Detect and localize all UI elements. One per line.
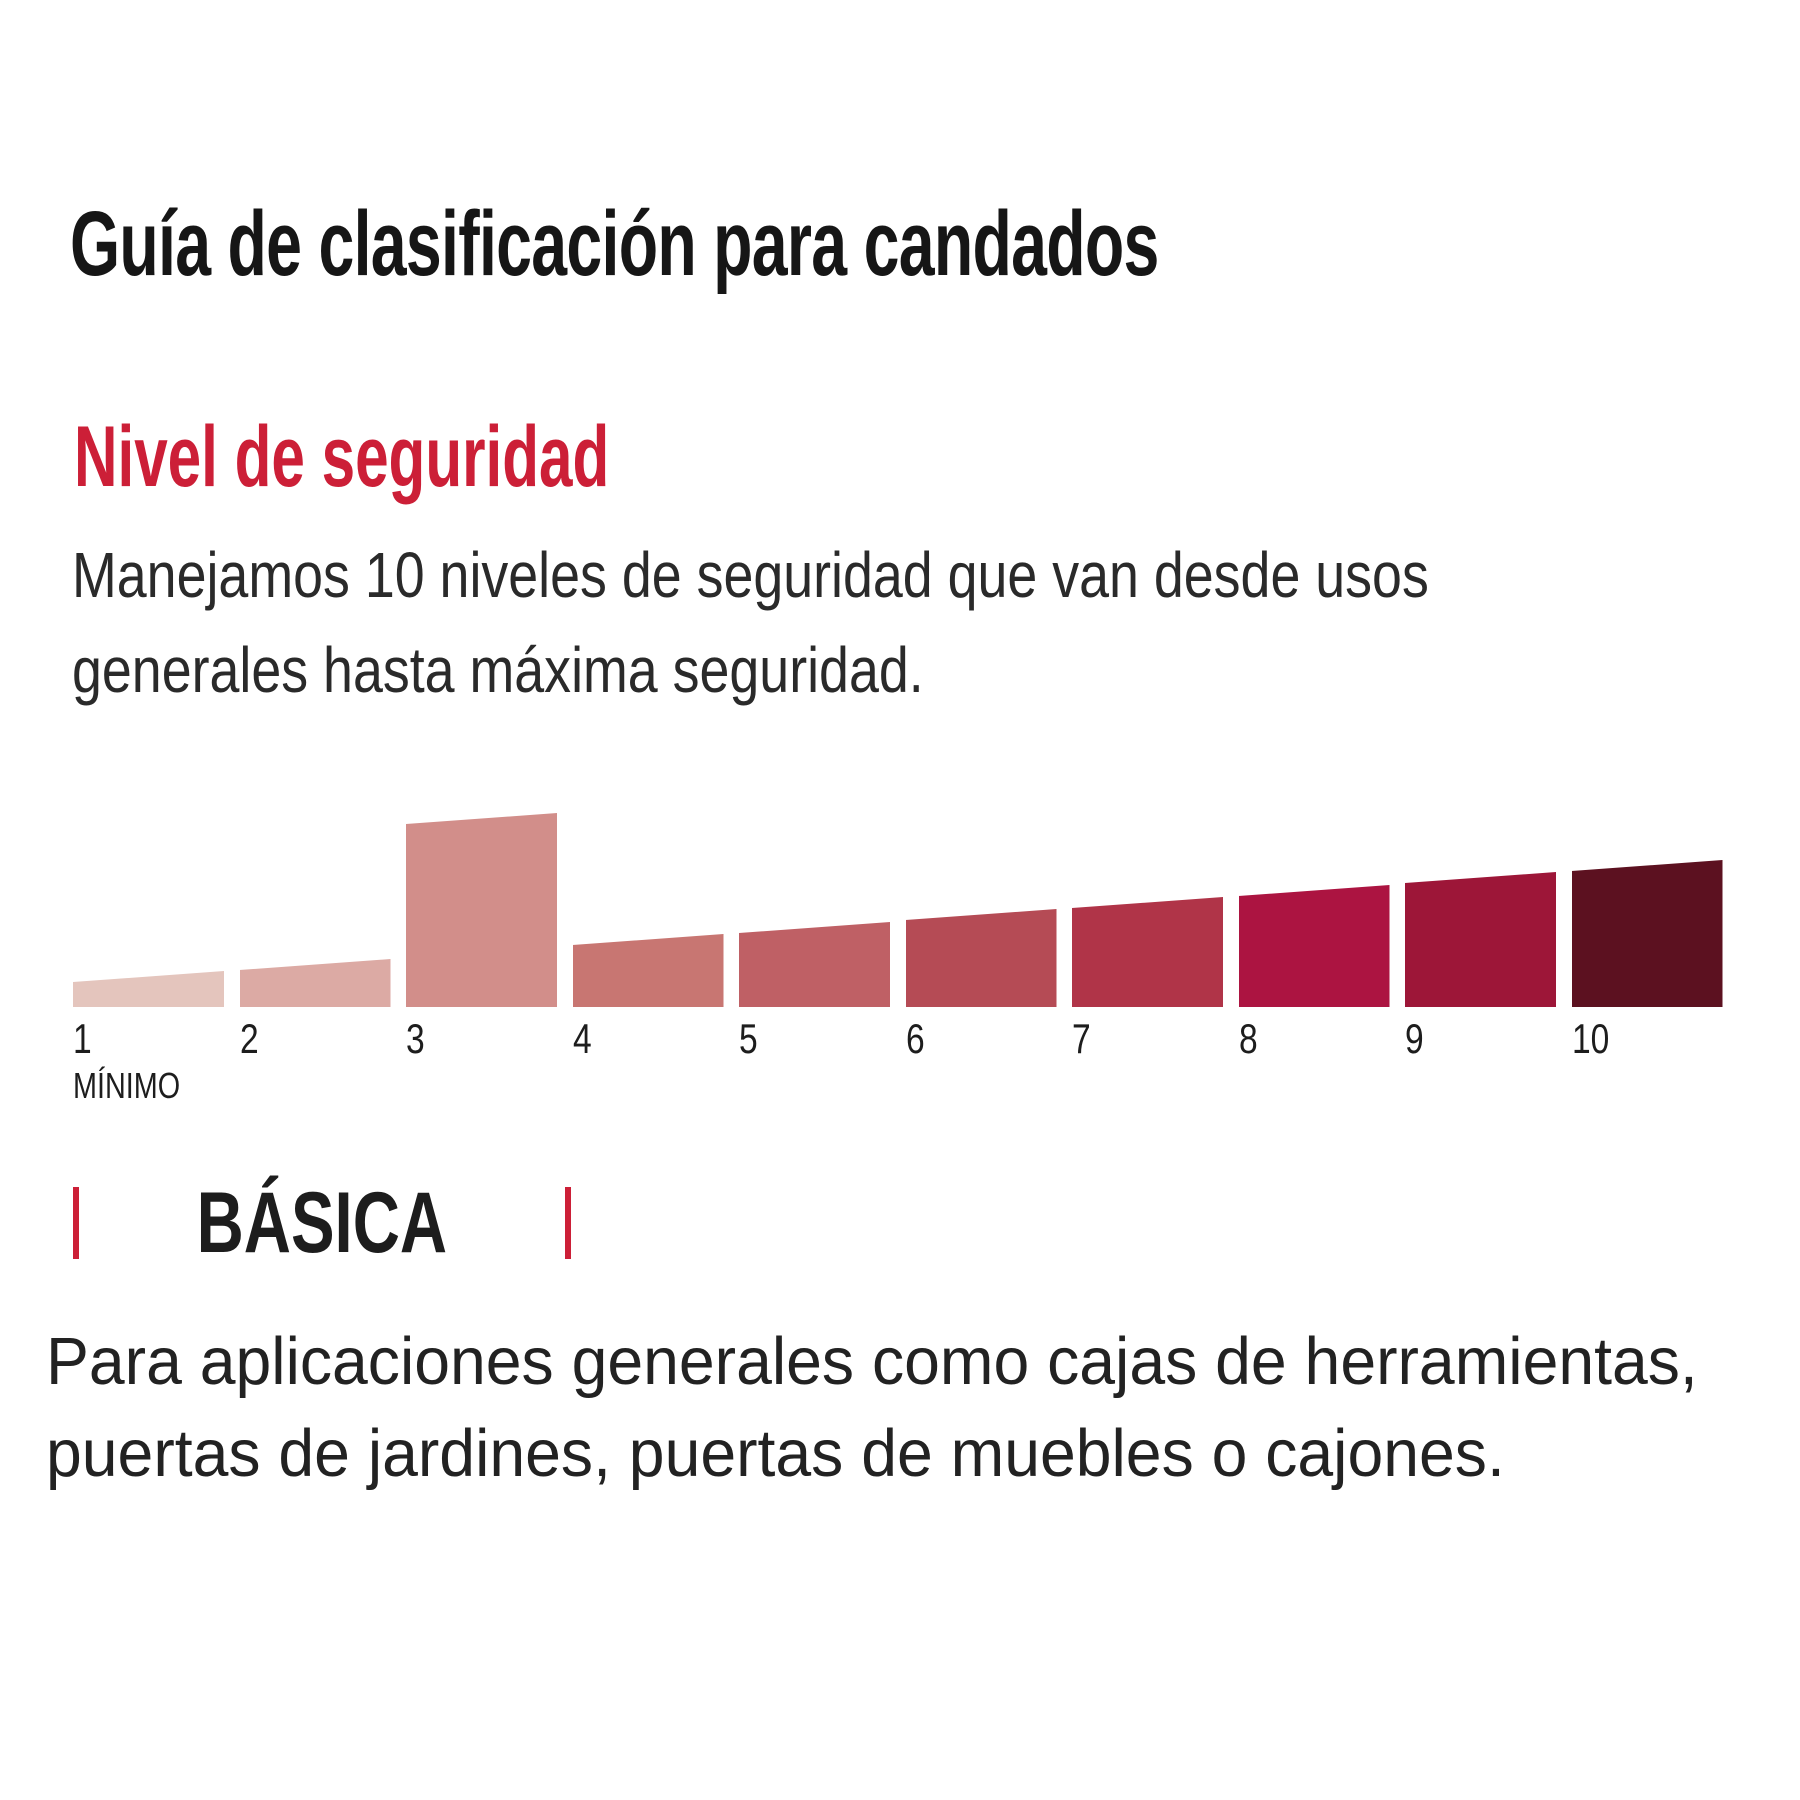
level-axis-label-3: 3 [406, 1015, 425, 1062]
category-tick-right-icon [565, 1187, 571, 1259]
level-axis-label-6: 6 [905, 1015, 925, 1062]
level-bar-10 [1571, 860, 1723, 1007]
level-bar-3-highlighted [406, 813, 557, 1007]
category-description-line-2: puertas de jardines, puertas de muebles … [46, 1416, 1505, 1491]
intro-line-2: generales hasta máxima seguridad. [72, 634, 924, 706]
level-bar-2 [239, 959, 391, 1007]
level-bar-8 [1238, 885, 1390, 1007]
level-axis-label-9: 9 [1405, 1015, 1424, 1062]
level-axis-label-2: 2 [239, 1015, 259, 1062]
level-axis-label-1: 1 [73, 1015, 92, 1062]
page-title-text: Guía de clasificación para candados [70, 193, 1159, 295]
security-level-heading-text: Nivel de seguridad [74, 409, 610, 505]
security-level-chart: MÍNIMO 1 2 3 4 5 6 7 8 9 10 [73, 812, 1725, 1104]
category-description-line-1: Para aplicaciones generales como cajas d… [46, 1324, 1698, 1399]
category-description: Para aplicaciones generales como cajas d… [46, 1316, 1767, 1500]
category-label-row: BÁSICA [73, 1175, 571, 1271]
level-axis-label-7: 7 [1072, 1015, 1091, 1062]
level-bar-4 [572, 934, 724, 1007]
level-bar-9 [1405, 872, 1556, 1007]
level-bar-1 [73, 971, 224, 1007]
level-axis-label-10: 10 [1571, 1015, 1609, 1062]
level-axis-label-5: 5 [739, 1015, 758, 1062]
level-bar-7 [1072, 897, 1223, 1007]
level-bar-5 [739, 922, 890, 1007]
level-bar-6 [905, 909, 1057, 1007]
security-level-heading: Nivel de seguridad [74, 414, 839, 500]
level-axis-label-4: 4 [572, 1015, 592, 1062]
page-title: Guía de clasificación para candados [70, 198, 1625, 290]
axis-min-label: MÍNIMO [73, 1065, 181, 1106]
intro-text: Manejamos 10 niveles de seguridad que va… [72, 528, 1687, 718]
intro-line-1: Manejamos 10 niveles de seguridad que va… [72, 539, 1429, 611]
category-tick-left-icon [73, 1187, 79, 1259]
level-axis-label-8: 8 [1238, 1015, 1258, 1062]
category-label: BÁSICA [196, 1175, 448, 1271]
